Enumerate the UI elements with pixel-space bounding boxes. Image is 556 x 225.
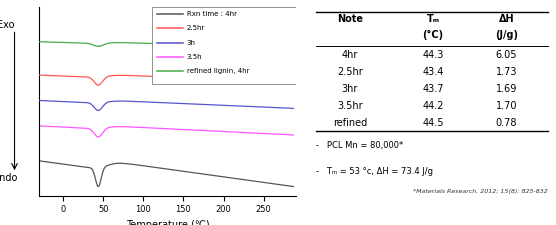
- Text: Tₘ: Tₘ: [426, 14, 440, 24]
- Text: Exo: Exo: [0, 20, 14, 30]
- Text: Endo: Endo: [0, 173, 18, 182]
- Text: 3hr: 3hr: [341, 84, 358, 94]
- Text: 4hr: 4hr: [341, 50, 358, 60]
- Text: 2.5hr: 2.5hr: [337, 67, 363, 77]
- FancyBboxPatch shape: [152, 7, 296, 84]
- X-axis label: Temperature (℃): Temperature (℃): [126, 220, 209, 225]
- Text: refined: refined: [332, 118, 367, 128]
- Text: 1.73: 1.73: [495, 67, 517, 77]
- Text: 0.78: 0.78: [495, 118, 517, 128]
- Text: (°C): (°C): [423, 30, 444, 40]
- Text: 2.5hr: 2.5hr: [187, 25, 205, 32]
- Text: 44.5: 44.5: [422, 118, 444, 128]
- Text: 1.70: 1.70: [495, 101, 517, 111]
- Text: 44.2: 44.2: [422, 101, 444, 111]
- Text: Rxn time : 4hr: Rxn time : 4hr: [187, 11, 237, 17]
- Text: -   PCL Mn = 80,000*: - PCL Mn = 80,000*: [316, 141, 403, 150]
- Text: 44.3: 44.3: [423, 50, 444, 60]
- Text: 1.69: 1.69: [496, 84, 517, 94]
- Text: refined lignin, 4hr: refined lignin, 4hr: [187, 68, 249, 74]
- Text: (J/g): (J/g): [495, 30, 518, 40]
- Text: 43.4: 43.4: [423, 67, 444, 77]
- Text: 3.5h: 3.5h: [187, 54, 202, 60]
- Text: 43.7: 43.7: [422, 84, 444, 94]
- Text: 3h: 3h: [187, 40, 196, 46]
- Text: ΔH: ΔH: [499, 14, 514, 24]
- Text: 3.5hr: 3.5hr: [337, 101, 363, 111]
- Text: Note: Note: [337, 14, 363, 24]
- Text: *Materials Research. 2012; 15(8): 825-832: *Materials Research. 2012; 15(8): 825-83…: [413, 189, 548, 194]
- Text: -   Tₘ = 53 °c, ΔH = 73.4 J/g: - Tₘ = 53 °c, ΔH = 73.4 J/g: [316, 167, 433, 176]
- Text: 6.05: 6.05: [495, 50, 517, 60]
